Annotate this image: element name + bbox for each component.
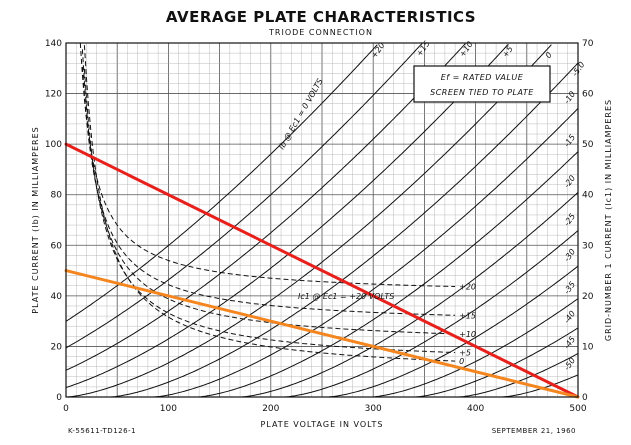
grid-current-label-+15: +15 [459,311,476,320]
grid-current-label-+5: +5 [459,349,471,358]
plate-curve-label: -25 [562,212,577,228]
note-box: Ef = RATED VALUE SCREEN TIED TO PLATE [413,65,551,103]
y-tick-label: 80 [51,191,63,201]
plate-curve-0 [67,44,552,398]
x-tick-label: 0 [63,404,69,414]
y2-tick-label: 0 [582,393,588,403]
plate-curve-label: -40 [562,309,577,325]
x-tick-label: 500 [569,404,586,414]
y2-tick-label: 70 [582,39,594,49]
plate-curve-label: -10 [562,90,577,106]
load-lines [64,142,580,399]
x-tick-label: 100 [160,404,177,414]
plate-curve-label: -15 [562,133,577,149]
grid-current-label-+20: +20 [459,283,476,292]
plate-current-curves [65,42,579,398]
footer-left: K-55611-TD126-1 [68,427,136,435]
note-line-2: SCREEN TIED TO PLATE [430,88,534,97]
y-tick-label: 60 [51,241,63,251]
plate-curve--30 [328,265,579,398]
plate-curve--25 [285,230,579,398]
plate-curve-+15 [65,42,423,349]
footer-right: SEPTEMBER 21, 1960 [492,427,576,435]
grid [65,42,579,398]
plate-curve-label: -30 [562,247,577,263]
grid-current-label-+10: +10 [459,330,476,339]
plate-curve-label: +15 [415,39,432,58]
plate-curve--5.0 [111,62,579,398]
y-tick-label: 120 [45,90,62,100]
x-axis-label: PLATE VOLTAGE IN VOLTS [260,420,383,429]
plate-curves-label: Ib @ Ec1 = 0 VOLTS [277,77,325,151]
grid-current-curve-0 [83,45,456,362]
y2-tick-label: 40 [582,191,594,201]
grid-current-curves [79,42,456,362]
y2-tick-label: 20 [582,292,594,302]
plate-curve--15 [197,151,579,398]
plate-curve-+5 [65,43,509,388]
y-tick-label: 100 [45,140,62,150]
y2-tick-label: 50 [582,140,594,150]
load-line-2 [64,269,580,399]
plate-curve-label: +5 [501,44,515,59]
plate-curve-label: -45 [562,335,577,351]
axis-ticks: 0 100 200 300 400 500020406080100120140010203… [45,39,594,414]
y-axis-label: PLATE CURRENT (Ib) IN MILLIAMPERES [31,126,40,313]
y2-tick-label: 60 [582,90,594,100]
plate-curve--10 [154,108,579,398]
grid-current-curve-+15 [81,66,456,316]
plate-curve-label: +20 [370,41,387,60]
plate-curve-label: -50 [562,356,577,372]
note-line-1: Ef = RATED VALUE [441,73,524,82]
chart-title: AVERAGE PLATE CHARACTERISTICS [166,8,476,26]
grid-current-curve-+20 [79,42,456,287]
y-tick-label: 140 [45,39,62,49]
plate-curve-label: -20 [562,174,577,190]
grid-current-curve-+10 [81,49,456,335]
chart-subtitle: TRIODE CONNECTION [268,28,373,37]
x-tick-label: 200 [262,404,279,414]
plate-curve-label: 0 [544,51,554,60]
plate-curve-label: -35 [562,280,577,296]
plate-curve--35 [371,298,579,398]
load-line-1 [64,142,580,399]
x-tick-label: 400 [467,404,484,414]
y2-tick-label: 10 [582,342,594,352]
y2-tick-label: 30 [582,241,594,251]
plate-curve--20 [242,192,579,398]
y-tick-label: 0 [56,393,62,403]
y-tick-label: 20 [51,342,63,352]
plate-curve--45 [459,353,579,398]
y-tick-label: 40 [51,292,63,302]
plate-curve-+10 [65,43,466,371]
grid-current-label-0: 0 [459,357,464,366]
x-tick-label: 300 [365,404,382,414]
y2-axis-label: GRID-NUMBER 1 CURRENT (Ic1) IN MILLIAMPE… [604,99,613,341]
plate-curve--40 [416,327,579,398]
plate-curve-+20 [65,44,378,322]
plot-frame [65,42,579,398]
grid-current-label: Ic1 @ Ec1 = +20 VOLTS [298,292,394,301]
